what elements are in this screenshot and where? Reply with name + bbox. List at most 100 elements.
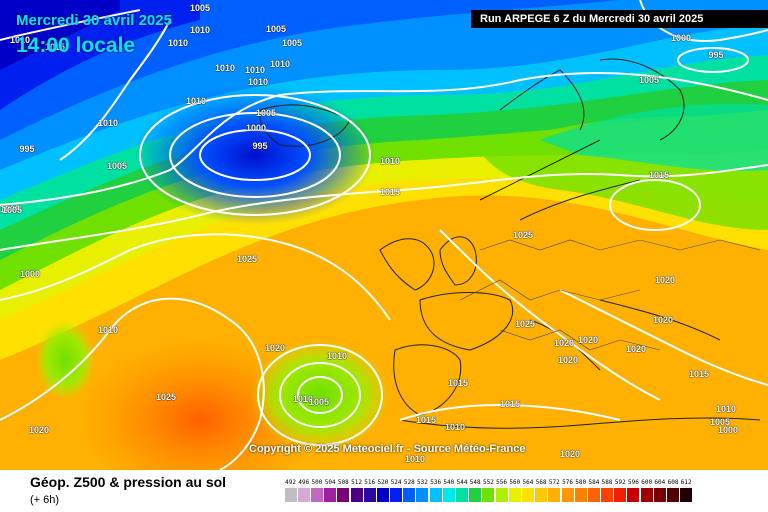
- legend-swatch: [324, 488, 337, 502]
- legend-label: 592: [614, 479, 626, 486]
- legend-swatch: [403, 488, 416, 502]
- legend-label: 596: [628, 479, 639, 486]
- isobar-label: 1010: [185, 96, 207, 106]
- legend-cell: 540: [442, 478, 455, 502]
- legend-swatch: [495, 488, 508, 502]
- legend-label: 524: [390, 479, 402, 486]
- legend-swatch: [667, 488, 680, 502]
- legend-cell: 572: [548, 478, 561, 502]
- legend-label: 520: [377, 479, 389, 486]
- isobar-label: 1010: [247, 77, 269, 87]
- isobar-label: 1010: [97, 118, 119, 128]
- legend-swatch: [442, 488, 455, 502]
- isobar-label: 1005: [265, 24, 287, 34]
- isobar-label: 1000: [670, 33, 692, 43]
- isobar-label: 1015: [499, 399, 521, 409]
- legend-label: 508: [337, 479, 349, 486]
- legend-label: 492: [285, 479, 297, 486]
- isobar-label: 1000: [717, 425, 739, 435]
- isobar-label: 1015: [688, 369, 710, 379]
- legend-cell: 608: [666, 478, 680, 502]
- isobar-label: 1020: [652, 315, 674, 325]
- legend-label: 564: [522, 479, 534, 486]
- legend-swatch: [482, 488, 495, 502]
- legend-cell: 512: [350, 478, 363, 502]
- isobar-label: 1015: [648, 170, 670, 180]
- legend-cell: 596: [627, 478, 640, 502]
- legend-swatch: [508, 488, 521, 502]
- legend-swatch: [337, 488, 350, 502]
- legend-swatch: [640, 488, 653, 502]
- legend-label: 572: [548, 479, 560, 486]
- legend-swatch: [653, 488, 666, 502]
- legend-label: 504: [324, 479, 336, 486]
- band-520: [0, 0, 120, 70]
- legend-swatch: [587, 488, 600, 502]
- isobar-label: 1005: [106, 161, 128, 171]
- legend-swatch: [456, 488, 469, 502]
- legend-label: 588: [601, 479, 613, 486]
- legend-label: 604: [654, 479, 666, 486]
- isobar-label: 1005: [0, 204, 21, 214]
- isobar-label: 1020: [559, 449, 581, 459]
- isobar-label: 1020: [654, 275, 676, 285]
- isobar-label: 1010: [715, 404, 737, 414]
- legend-swatch: [574, 488, 587, 502]
- legend-cell: 584: [587, 478, 600, 502]
- isobar-label: 1010: [444, 422, 466, 432]
- legend-label: 544: [456, 479, 468, 486]
- isobar-label: 1025: [512, 230, 534, 240]
- isobar-label: 1010: [214, 63, 236, 73]
- isobar-label: 1010: [9, 35, 31, 45]
- legend-swatch: [363, 488, 376, 502]
- isobar-label: 1010: [167, 38, 189, 48]
- isobar-label: 1015: [415, 415, 437, 425]
- legend-label: 576: [562, 479, 573, 486]
- isobar-label: 1005: [308, 397, 330, 407]
- isobar-label: 1005: [709, 417, 731, 427]
- legend-cell: 552: [482, 478, 495, 502]
- isobar-label: 1010: [189, 25, 211, 35]
- isobar-label: 1010: [292, 394, 314, 404]
- legend-swatch: [416, 488, 429, 502]
- legend-cell: 524: [390, 478, 403, 502]
- legend-cell: 528: [403, 478, 416, 502]
- band-east-cyan: [540, 103, 768, 172]
- legend-cell: 576: [561, 478, 574, 502]
- legend-swatch: [310, 488, 323, 502]
- legend-label: 556: [496, 479, 508, 486]
- legend-swatch: [390, 488, 403, 502]
- isobar-label: 1020: [264, 343, 286, 353]
- legend-cell: 556: [495, 478, 508, 502]
- legend-cell: 532: [416, 478, 429, 502]
- legend-cell: 496: [297, 478, 310, 502]
- forecast-time: 14:00 locale: [16, 34, 136, 57]
- color-scale-legend: 492 496 500 504 508 512 516 520 524 528 532 536 540 5…: [284, 478, 693, 502]
- legend-swatch: [521, 488, 534, 502]
- legend-swatch: [561, 488, 574, 502]
- legend-swatch: [535, 488, 548, 502]
- isobars: [0, 0, 768, 470]
- legend-swatch: [614, 488, 627, 502]
- isobar-label: 995: [19, 144, 35, 154]
- legend-cell: 508: [337, 478, 350, 502]
- forecast-date: Mercredi 30 avril 2025: [16, 12, 172, 29]
- band-528: [0, 0, 620, 140]
- isobar-label: 1005: [1, 205, 23, 215]
- isobar-label: 1005: [189, 3, 211, 13]
- legend-swatch: [376, 488, 389, 502]
- legend-cell: 612: [680, 478, 693, 502]
- legend-cell: 604: [653, 478, 666, 502]
- isobar-label: 1005: [638, 75, 660, 85]
- map-title: Géop. Z500 & pression au sol: [30, 474, 227, 490]
- legend-label: 608: [667, 479, 679, 486]
- legend-cell: 592: [614, 478, 627, 502]
- country-borders: [459, 239, 761, 351]
- legend-cell: 504: [324, 478, 337, 502]
- isobar-label: 1010: [244, 65, 266, 75]
- iceland-low: [135, 85, 375, 225]
- isobar-label: 1025: [514, 319, 536, 329]
- isobar-label: 1025: [155, 392, 177, 402]
- legend-cell: 536: [429, 478, 442, 502]
- legend-swatch: [601, 488, 614, 502]
